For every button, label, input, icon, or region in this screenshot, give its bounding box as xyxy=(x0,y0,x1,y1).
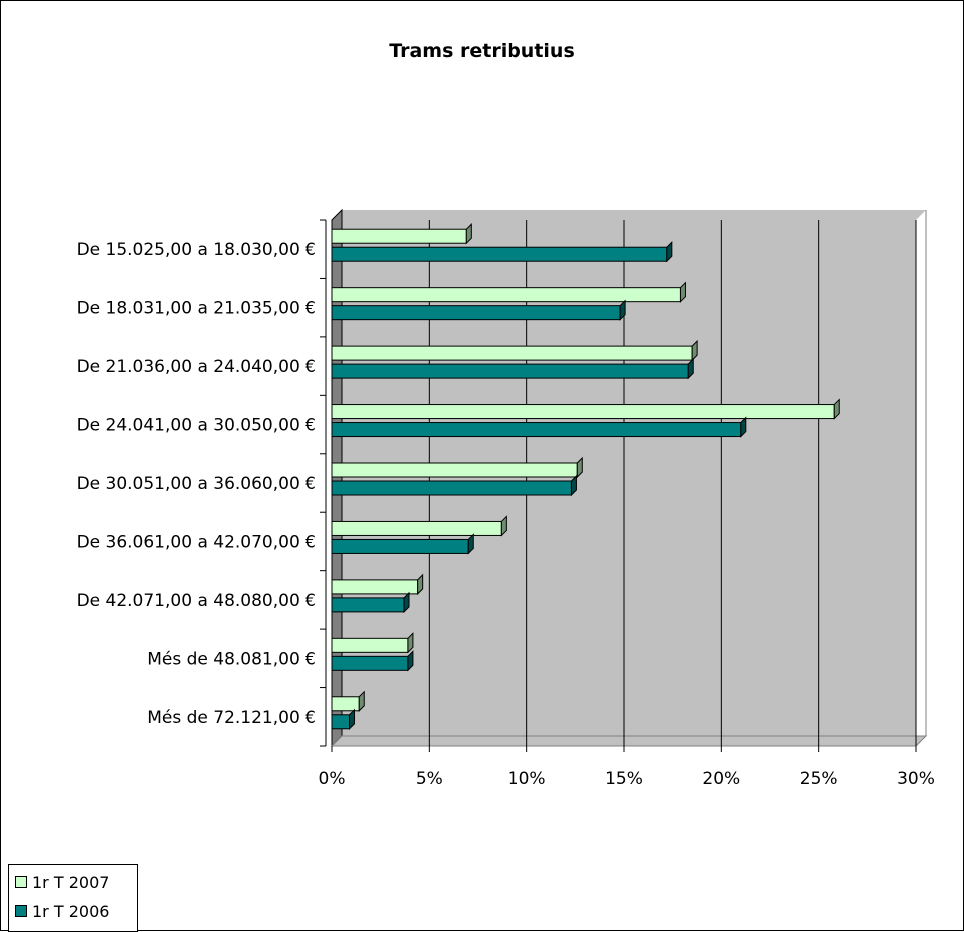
bar-1 xyxy=(331,345,693,361)
category-label: De 42.071,00 a 48.080,00 € xyxy=(77,591,316,611)
bar-2 xyxy=(331,597,405,613)
bar-end-1 xyxy=(679,281,686,303)
x-tick-label: 15% xyxy=(605,769,643,789)
bar-end-2 xyxy=(740,416,747,438)
category-label: De 36.061,00 a 42.070,00 € xyxy=(77,532,316,552)
bar-1 xyxy=(331,579,419,595)
bar-end-2 xyxy=(407,650,414,672)
bar-1 xyxy=(331,404,835,420)
bar-2 xyxy=(331,714,351,730)
bar-1 xyxy=(331,637,409,653)
category-label: De 18.031,00 a 21.035,00 € xyxy=(77,299,316,319)
bar-end-2 xyxy=(403,591,410,614)
legend-item-series-1: 1r T 2007 xyxy=(15,871,109,893)
legend-swatch-series-1 xyxy=(15,876,27,888)
bar-end-1 xyxy=(465,223,472,245)
category-label: Més de 48.081,00 € xyxy=(147,649,316,669)
bar-2 xyxy=(331,480,572,496)
bar-2 xyxy=(331,305,621,321)
bar-2 xyxy=(331,246,668,262)
bar-1 xyxy=(331,462,578,478)
legend-label-series-1: 1r T 2007 xyxy=(32,872,110,892)
bar-2 xyxy=(331,363,689,379)
legend: 1r T 2007 1r T 2006 xyxy=(8,864,138,932)
bar-end-1 xyxy=(417,573,424,596)
bar-end-1 xyxy=(500,515,507,537)
x-tick-label: 20% xyxy=(702,769,740,789)
bar-2 xyxy=(331,538,469,554)
bar-end-1 xyxy=(691,339,698,362)
category-label: De 15.025,00 a 18.030,00 € xyxy=(77,240,316,260)
bar-end-1 xyxy=(576,456,583,479)
plot-floor xyxy=(330,735,928,747)
x-tick-label: 5% xyxy=(416,769,443,789)
bar-end-1 xyxy=(358,690,365,712)
bar-2 xyxy=(331,655,409,671)
bar-end-2 xyxy=(619,299,626,321)
x-tick-label: 0% xyxy=(319,769,346,789)
category-label: De 30.051,00 a 36.060,00 € xyxy=(77,474,316,494)
x-tick-label: 25% xyxy=(800,769,838,789)
category-label: De 21.036,00 a 24.040,00 € xyxy=(77,357,316,377)
bar-1 xyxy=(331,228,467,244)
bar-1 xyxy=(331,696,360,712)
x-tick-label: 30% xyxy=(897,769,935,789)
bar-end-2 xyxy=(570,474,577,497)
bar-end-1 xyxy=(833,398,840,420)
bar-end-2 xyxy=(666,241,673,263)
bar-1 xyxy=(331,520,502,536)
bar-2 xyxy=(331,422,742,438)
legend-label-series-2: 1r T 2006 xyxy=(32,901,110,921)
x-tick-label: 10% xyxy=(508,769,546,789)
legend-swatch-series-2 xyxy=(15,905,27,917)
legend-item-series-2: 1r T 2006 xyxy=(15,900,109,922)
plot-back-wall xyxy=(332,210,926,746)
bar-end-1 xyxy=(407,632,414,654)
bar-end-2 xyxy=(687,357,694,380)
bar-end-2 xyxy=(467,533,474,555)
bar-end-2 xyxy=(349,708,356,730)
category-label: Més de 72.121,00 € xyxy=(147,708,316,728)
bar-1 xyxy=(331,287,681,303)
category-label: De 24.041,00 a 30.050,00 € xyxy=(77,416,316,436)
chart-title: Trams retributius xyxy=(389,40,575,62)
